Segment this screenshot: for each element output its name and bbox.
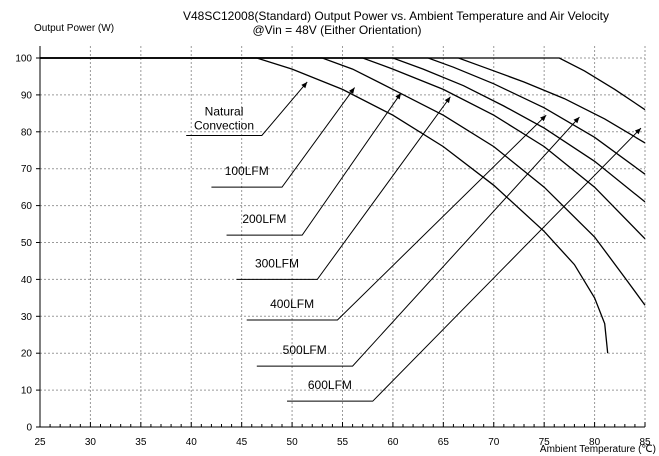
series-line xyxy=(40,57,646,306)
y-tick-label: 100 xyxy=(15,54,32,65)
y-tick-label: 10 xyxy=(21,386,33,397)
callout-arrowhead xyxy=(301,81,308,89)
callout-arrowhead xyxy=(573,117,580,124)
callout-arrowhead xyxy=(395,93,401,100)
series-line xyxy=(40,57,646,240)
y-tick-label: 0 xyxy=(26,423,32,434)
y-tick-label: 80 xyxy=(21,127,33,138)
y-axis-label: Output Power (W) xyxy=(34,23,114,34)
x-tick-label: 80 xyxy=(589,437,601,448)
grid xyxy=(40,46,646,427)
callout-leader xyxy=(226,92,402,236)
y-tick-label: 50 xyxy=(21,238,33,249)
y-tick-label: 20 xyxy=(21,349,33,360)
x-tick-label: 45 xyxy=(236,437,248,448)
callout-arrowhead xyxy=(348,87,355,94)
callout-label: Natural xyxy=(205,104,244,118)
callout-label: 500LFM xyxy=(283,343,327,357)
callout-label: 400LFM xyxy=(270,297,314,311)
x-tick-label: 50 xyxy=(287,437,299,448)
x-tick-label: 75 xyxy=(539,437,551,448)
series-lines xyxy=(40,57,646,354)
callout-label: 200LFM xyxy=(242,212,286,226)
callout-label: 100LFM xyxy=(225,164,269,178)
callout-arrowhead xyxy=(444,96,451,104)
callout-leader xyxy=(186,81,308,136)
series-line xyxy=(40,57,609,354)
x-tick-label: 55 xyxy=(337,437,349,448)
x-tick-label: 30 xyxy=(85,437,97,448)
x-tick-label: 35 xyxy=(135,437,147,448)
y-tick-label: 90 xyxy=(21,90,33,101)
callout-arrowhead xyxy=(634,128,641,135)
x-tick-label: 40 xyxy=(186,437,198,448)
x-tick-label: 85 xyxy=(639,437,651,448)
callout-label: Convection xyxy=(194,118,254,132)
x-tick-label: 60 xyxy=(387,437,399,448)
callout-label: 600LFM xyxy=(308,378,352,392)
series-line xyxy=(40,57,646,111)
callout-label: 300LFM xyxy=(255,256,299,270)
y-tick-label: 40 xyxy=(21,275,33,286)
x-tick-label: 65 xyxy=(438,437,450,448)
axes: 25 30 35 40 45 50 55 60 65 70 75 80 85 0 10 20 30 40 50 60 7… xyxy=(15,46,651,448)
callout-leader xyxy=(246,114,547,321)
y-tick-label: 60 xyxy=(21,201,33,212)
series-line xyxy=(40,57,646,203)
callout-leader xyxy=(236,96,451,280)
chart-subtitle: @Vin = 48V (Either Orientation) xyxy=(252,23,421,37)
callout-leader xyxy=(287,127,642,402)
callout-leader xyxy=(211,87,356,188)
x-tick-label: 25 xyxy=(34,437,46,448)
x-tick-label: 70 xyxy=(488,437,500,448)
y-tick-label: 70 xyxy=(21,164,33,175)
x-axis-label: Ambient Temperature (℃) xyxy=(540,444,656,455)
callout-arrowhead xyxy=(540,115,547,122)
chart-title: V48SC12008(Standard) Output Power vs. Am… xyxy=(183,9,609,23)
y-tick-label: 30 xyxy=(21,312,33,323)
callout-leader xyxy=(256,116,580,367)
